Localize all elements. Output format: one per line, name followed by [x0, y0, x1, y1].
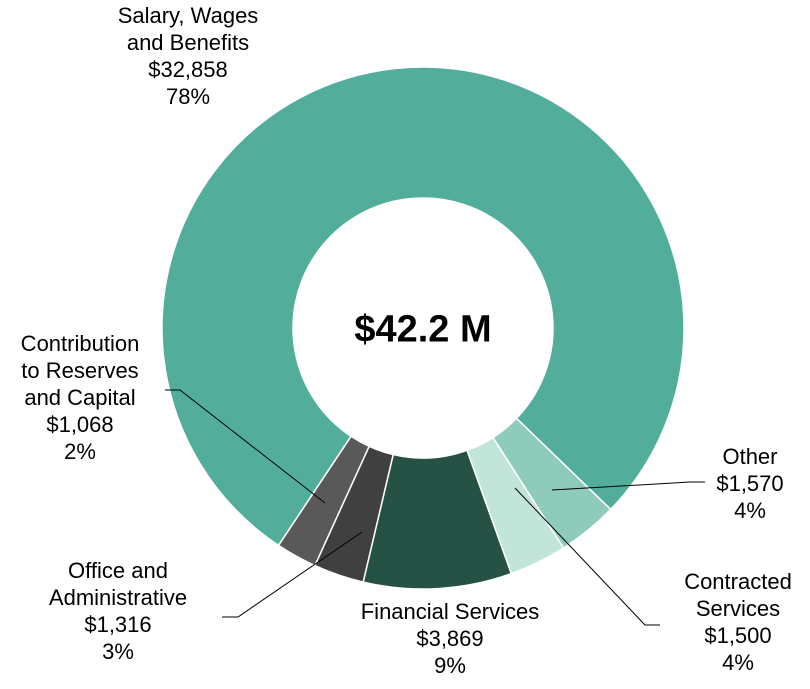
value-label: $32,858 — [148, 57, 228, 82]
slice-label: Financial Services $3,869 9% — [361, 598, 540, 679]
donut-slice — [277, 435, 371, 567]
value-label: $3,869 — [416, 626, 484, 651]
category-label: Contribution to Reserves and Capital — [20, 331, 140, 410]
donut-slice — [161, 66, 685, 547]
percent-label: 4% — [734, 498, 766, 523]
leader-line — [514, 487, 660, 626]
slice-label: Salary, Wages and Benefits $32,858 78% — [118, 2, 259, 110]
category-label: Other — [722, 444, 778, 469]
center-label: $42.2 M — [354, 308, 492, 351]
value-label: $1,068 — [46, 412, 114, 437]
value-label: $1,570 — [716, 471, 784, 496]
leader-line — [165, 389, 326, 504]
slice-label: Office and Administrative $1,316 3% — [49, 557, 187, 665]
percent-label: 4% — [722, 650, 754, 675]
category-label: Financial Services — [360, 599, 540, 624]
slice-label: Contracted Services $1,500 4% — [684, 568, 792, 676]
category-label: Salary, Wages and Benefits — [117, 3, 259, 55]
slice-label: Contribution to Reserves and Capital $1,0… — [21, 330, 140, 465]
leader-line — [222, 531, 363, 618]
percent-label: 9% — [434, 653, 466, 678]
leader-line — [551, 481, 705, 491]
value-label: $1,500 — [704, 623, 772, 648]
slice-label: Other $1,570 4% — [716, 443, 783, 524]
value-label: $1,316 — [84, 612, 152, 637]
percent-label: 78% — [165, 84, 211, 109]
category-label: Office and Administrative — [48, 558, 188, 610]
category-label: Contracted Services — [684, 569, 792, 621]
percent-label: 3% — [102, 639, 134, 664]
leader-lines — [165, 389, 705, 626]
percent-label: 2% — [64, 439, 96, 464]
